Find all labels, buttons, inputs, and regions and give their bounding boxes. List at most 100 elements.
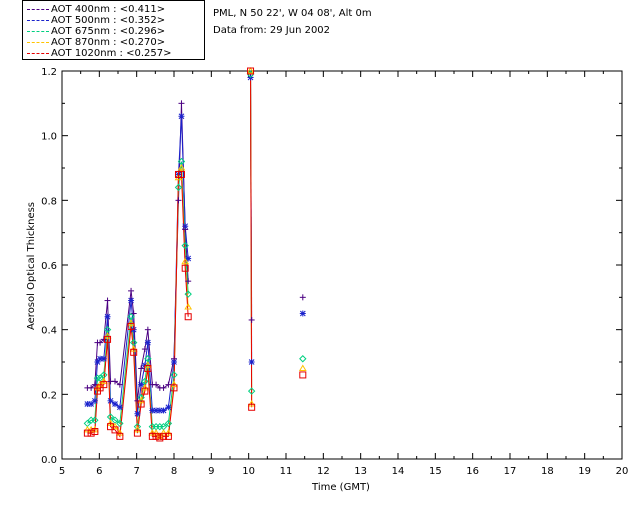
date-text: Data from: 29 Jun 2002 bbox=[213, 25, 331, 36]
legend-label: AOT 400nm : <0.411> bbox=[51, 4, 166, 15]
data-point bbox=[103, 332, 112, 339]
data-point bbox=[185, 278, 192, 285]
plot-frame bbox=[61, 70, 623, 460]
data-point bbox=[137, 400, 145, 408]
data-point bbox=[141, 387, 149, 395]
data-point bbox=[299, 294, 306, 301]
data-point bbox=[184, 313, 192, 321]
data-point bbox=[247, 400, 256, 407]
x-tick-label: 7 bbox=[133, 466, 139, 477]
data-point bbox=[181, 257, 190, 265]
data-point bbox=[299, 355, 307, 363]
data-point bbox=[91, 397, 98, 404]
legend-swatch bbox=[27, 30, 49, 32]
data-point bbox=[248, 359, 255, 365]
data-point bbox=[170, 380, 178, 388]
x-axis-label: Time (GMT) bbox=[311, 482, 370, 493]
data-point bbox=[100, 355, 107, 362]
data-point bbox=[171, 359, 177, 365]
data-point bbox=[93, 374, 102, 382]
y-axis-label: Aerosol Optical Thickness bbox=[26, 202, 37, 330]
location-text: PML, N 50 22', W 04 08', Alt 0m bbox=[213, 8, 372, 19]
data-point bbox=[247, 67, 255, 75]
legend-label: AOT 1020nm : <0.257> bbox=[51, 48, 172, 59]
legend-swatch bbox=[27, 8, 49, 10]
data-point bbox=[130, 348, 138, 356]
legend-label: AOT 675nm : <0.296> bbox=[51, 26, 166, 37]
series-line bbox=[87, 116, 189, 414]
data-point bbox=[100, 336, 107, 343]
data-point bbox=[247, 387, 256, 395]
data-point bbox=[100, 381, 108, 389]
data-point bbox=[106, 419, 115, 426]
y-tick-label: 0.6 bbox=[41, 261, 57, 272]
y-tick-label: 0.4 bbox=[41, 326, 57, 337]
data-point bbox=[141, 346, 148, 353]
data-point bbox=[107, 397, 114, 404]
data-point bbox=[165, 404, 172, 411]
data-point bbox=[112, 401, 119, 408]
x-tick-label: 15 bbox=[429, 466, 442, 477]
data-point bbox=[134, 410, 141, 417]
data-point bbox=[83, 429, 91, 437]
series-line bbox=[250, 70, 253, 408]
legend-item-675nm: AOT 675nm : <0.296> bbox=[27, 26, 165, 37]
data-point bbox=[181, 264, 189, 272]
data-point bbox=[138, 365, 145, 372]
data-point bbox=[160, 384, 167, 391]
data-point bbox=[127, 319, 135, 326]
data-point bbox=[246, 67, 255, 74]
data-point bbox=[140, 383, 149, 391]
x-tick-label: 13 bbox=[354, 466, 367, 477]
data-point bbox=[97, 339, 104, 346]
data-point bbox=[104, 313, 111, 320]
x-tick-label: 19 bbox=[578, 466, 591, 477]
data-point bbox=[174, 183, 183, 192]
data-point bbox=[144, 326, 151, 333]
data-point bbox=[177, 164, 186, 171]
legend-item-500nm: AOT 500nm : <0.352> bbox=[27, 15, 165, 26]
data-point bbox=[164, 432, 172, 440]
legend-swatch bbox=[27, 19, 49, 21]
data-point bbox=[137, 396, 146, 404]
data-point bbox=[112, 378, 119, 385]
data-point bbox=[133, 429, 141, 437]
data-point bbox=[248, 403, 256, 411]
data-point bbox=[104, 297, 111, 304]
data-point bbox=[116, 419, 124, 428]
data-point bbox=[164, 419, 173, 428]
x-tick-label: 11 bbox=[280, 466, 293, 477]
x-tick-label: 6 bbox=[96, 466, 102, 477]
legend-label: AOT 500nm : <0.352> bbox=[51, 15, 166, 26]
legend-label: AOT 870nm : <0.270> bbox=[51, 37, 166, 48]
data-point bbox=[83, 425, 92, 433]
x-tick-label: 18 bbox=[541, 466, 554, 477]
x-tick-label: 14 bbox=[392, 466, 405, 477]
data-point bbox=[184, 290, 192, 298]
data-point bbox=[177, 170, 185, 178]
data-point bbox=[111, 426, 119, 434]
y-tick-label: 0.2 bbox=[41, 390, 57, 401]
x-tick-label: 9 bbox=[208, 466, 214, 477]
legend-swatch bbox=[27, 41, 49, 43]
data-point bbox=[182, 223, 189, 230]
data-point bbox=[87, 425, 96, 433]
y-tick-label: 0.8 bbox=[41, 196, 57, 207]
data-point bbox=[128, 297, 135, 304]
data-point bbox=[129, 345, 138, 352]
data-point bbox=[148, 432, 156, 440]
data-point bbox=[128, 287, 135, 294]
x-tick-label: 17 bbox=[504, 466, 517, 477]
y-tick-label: 1.2 bbox=[41, 67, 57, 78]
x-tick-label: 16 bbox=[466, 466, 479, 477]
x-tick-label: 5 bbox=[59, 466, 65, 477]
data-point bbox=[116, 432, 124, 440]
y-tick-label: 1.0 bbox=[41, 132, 57, 143]
data-point bbox=[181, 241, 189, 250]
x-tick-label: 8 bbox=[171, 466, 177, 477]
data-point bbox=[170, 384, 178, 392]
legend-swatch bbox=[27, 52, 49, 54]
data-point bbox=[88, 384, 95, 391]
data-point bbox=[175, 197, 182, 204]
